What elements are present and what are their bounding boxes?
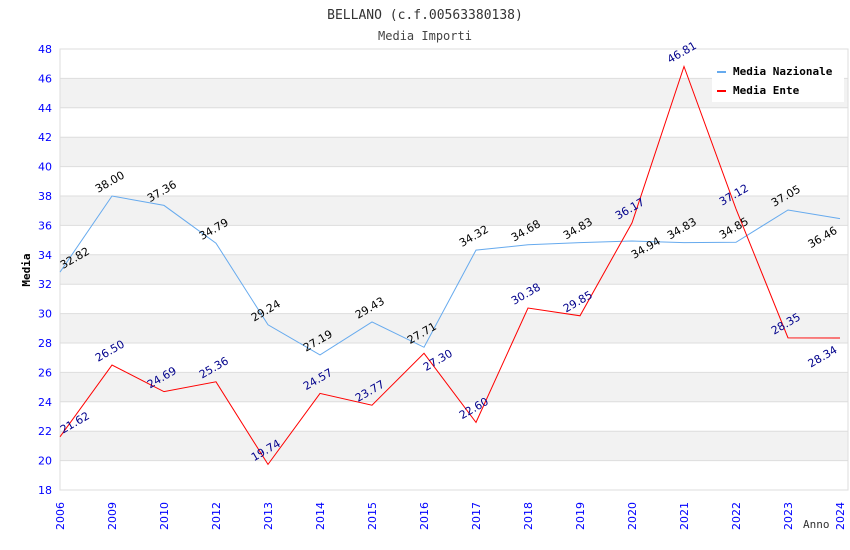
grid-band xyxy=(60,313,848,343)
y-tick-label: 22 xyxy=(38,425,52,438)
x-axis: 2006 2009 2010 2012 2013 2014 2015 2016 2017 2018… xyxy=(54,502,847,530)
data-label: 29.85 xyxy=(561,288,595,315)
y-tick-label: 26 xyxy=(38,366,52,379)
series-line-nazionale xyxy=(59,195,841,356)
x-tick-label: 2006 xyxy=(54,502,67,530)
x-tick-label: 2014 xyxy=(314,502,327,530)
legend: Media Nazionale Media Ente xyxy=(712,60,844,102)
y-tick-label: 46 xyxy=(38,72,52,85)
y-axis: 18 20 22 24 26 28 30 32 34 36 38 40 42 44 46 48 xyxy=(38,43,52,497)
data-label: 27.30 xyxy=(421,347,455,374)
legend-label-ente: Media Ente xyxy=(733,84,800,97)
grid-band xyxy=(60,196,848,226)
y-tick-label: 36 xyxy=(38,219,52,232)
y-tick-label: 34 xyxy=(38,249,52,262)
x-tick-label: 2021 xyxy=(678,502,691,530)
x-tick-label: 2017 xyxy=(470,502,483,530)
y-tick-label: 24 xyxy=(38,396,52,409)
legend-swatch-ente xyxy=(717,90,726,92)
y-tick-label: 48 xyxy=(38,43,52,56)
series-lines xyxy=(59,64,841,466)
x-tick-label: 2022 xyxy=(730,502,743,530)
x-tick-label: 2012 xyxy=(210,502,223,530)
grid-band xyxy=(60,372,848,402)
x-tick-label: 2010 xyxy=(158,502,171,530)
data-label: 34.32 xyxy=(457,223,491,250)
data-label: 28.34 xyxy=(806,343,840,370)
x-tick-label: 2020 xyxy=(626,502,639,530)
x-tick-label: 2015 xyxy=(366,502,379,530)
grid-band xyxy=(60,137,848,167)
plot-border xyxy=(59,48,849,491)
x-axis-label: Anno xyxy=(803,518,830,531)
x-tick-label: 2023 xyxy=(782,502,795,530)
y-tick-label: 40 xyxy=(38,161,52,174)
y-tick-label: 28 xyxy=(38,337,52,350)
legend-swatch-nazionale xyxy=(717,71,726,73)
y-axis-label: Media xyxy=(20,253,33,286)
y-tick-label: 20 xyxy=(38,455,52,468)
data-label: 38.00 xyxy=(93,169,127,196)
legend-label-nazionale: Media Nazionale xyxy=(733,65,833,78)
y-tick-label: 32 xyxy=(38,278,52,291)
data-label: 36.46 xyxy=(806,224,840,251)
y-tick-label: 42 xyxy=(38,131,52,144)
y-tick-label: 30 xyxy=(38,308,52,321)
y-tick-label: 44 xyxy=(38,102,52,115)
x-tick-label: 2009 xyxy=(106,502,119,530)
x-tick-label: 2016 xyxy=(418,502,431,530)
y-tick-label: 38 xyxy=(38,190,52,203)
grid-bands xyxy=(60,48,848,491)
chart-subtitle: Media Importi xyxy=(378,29,472,43)
x-tick-label: 2024 xyxy=(834,502,847,530)
data-label: 46.81 xyxy=(665,39,699,66)
chart-title: BELLANO (c.f.00563380138) xyxy=(327,8,523,23)
grid-band xyxy=(60,254,848,285)
x-tick-label: 2018 xyxy=(522,502,535,530)
x-tick-label: 2019 xyxy=(574,502,587,530)
y-tick-label: 18 xyxy=(38,484,52,497)
series-line-ente xyxy=(59,64,841,466)
grid-band xyxy=(60,431,848,461)
x-tick-label: 2013 xyxy=(262,502,275,530)
